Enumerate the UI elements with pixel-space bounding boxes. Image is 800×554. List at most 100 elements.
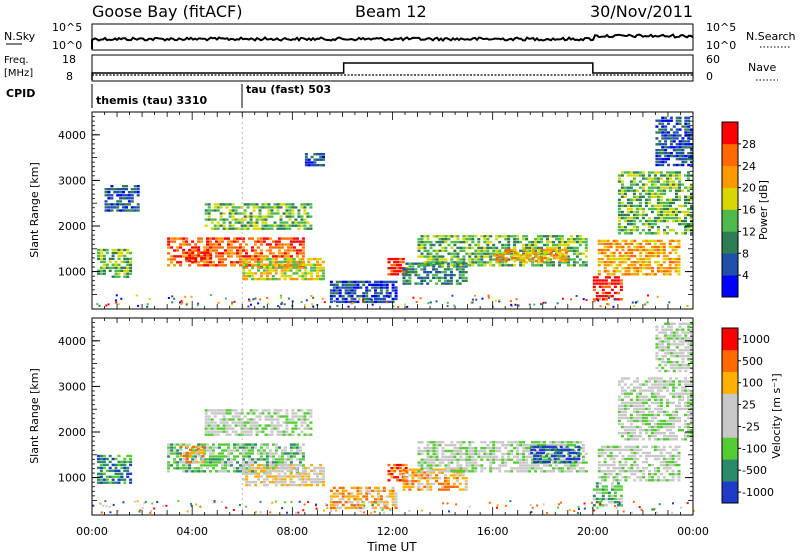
velocity-cell [641,413,645,417]
power-cell [167,243,171,246]
velocity-cell [289,463,293,467]
velocity-cell [632,432,636,435]
power-cell [257,277,260,281]
velocity-cell [633,454,637,458]
velocity-cell [212,449,215,452]
velocity-cell [426,467,430,470]
velocity-cell [530,448,534,452]
power-cell [584,243,588,247]
power-cell [606,245,610,249]
power-cell [374,289,377,292]
power-cell [635,213,639,217]
velocity-cell [188,464,192,467]
velocity-cell [447,458,451,461]
velocity-cell [248,443,251,446]
power-cell [458,262,462,265]
velocity-cell [432,444,436,447]
power-cell [528,259,532,263]
velocity-cell [446,485,450,488]
velocity-cell [201,457,205,461]
velocity-cell [636,445,640,449]
power-cell [271,266,275,269]
velocity-cell [376,503,380,507]
power-cell [119,194,123,197]
velocity-cell [297,418,301,421]
power-cell [362,295,366,298]
velocity-cell [251,472,255,475]
velocity-cell [289,446,293,449]
velocity-cell [569,467,573,470]
power-cell [391,300,395,304]
velocity-cell [443,474,447,477]
velocity-cell [549,470,552,473]
power-cell [310,277,314,281]
velocity-cell [516,467,520,470]
power-cell [644,177,648,180]
power-cell [456,264,460,267]
velocity-cell [647,438,651,441]
velocity-cell [606,467,610,470]
power-cell [627,242,631,246]
velocity-cell [249,409,253,412]
power-cell [659,242,663,246]
velocity-cell [423,467,427,470]
velocity-cell [309,433,313,436]
power-cell [282,212,286,215]
velocity-cell [446,479,450,483]
power-cell [675,116,679,119]
power-cell [504,257,508,260]
velocity-cell [659,451,663,455]
power-cell [639,242,643,246]
velocity-cell [638,413,642,417]
velocity-cell [123,481,127,484]
velocity-cell [656,401,660,404]
velocity-cell [669,401,672,404]
power-cell [230,261,233,264]
velocity-cell [626,416,630,420]
velocity-cell [639,479,643,482]
velocity-cell [603,479,607,482]
power-cell [601,298,605,301]
velocity-cell [411,479,415,483]
power-cell [215,240,218,243]
power-cell [618,257,622,261]
velocity-cell [620,377,624,380]
velocity-cell [245,481,249,484]
velocity-cell [612,463,616,467]
power-cell [104,188,108,191]
velocity-cell [632,416,636,420]
power-cell [245,249,248,252]
power-cell [180,302,183,305]
velocity-cell [612,448,616,452]
power-cell [391,289,395,292]
velocity-cell [408,482,412,486]
power-cell [675,210,678,214]
velocity-cell [456,452,460,456]
velocity-cell [111,478,115,481]
power-cell [197,261,201,264]
power-cell [338,289,342,292]
velocity-cell [574,457,578,461]
power-cell [111,248,115,252]
velocity-cell [280,475,284,478]
power-cell [438,255,442,258]
velocity-cell [209,461,212,464]
power-cell [504,264,508,267]
power-cell [612,251,616,255]
power-cell [127,191,131,194]
power-cell [664,125,668,128]
velocity-cell [376,498,380,501]
velocity-cell [221,467,224,470]
velocity-cell [616,482,620,485]
velocity-cell [298,446,302,449]
velocity-cell [656,377,660,380]
velocity-cell [600,451,604,455]
velocity-cell [264,424,268,427]
velocity-cell [656,410,660,414]
velocity-cell [179,452,183,455]
power-cell [678,116,682,119]
power-cell [242,257,246,261]
power-cell [385,280,389,284]
velocity-cell [438,477,441,480]
power-cell [617,189,621,192]
